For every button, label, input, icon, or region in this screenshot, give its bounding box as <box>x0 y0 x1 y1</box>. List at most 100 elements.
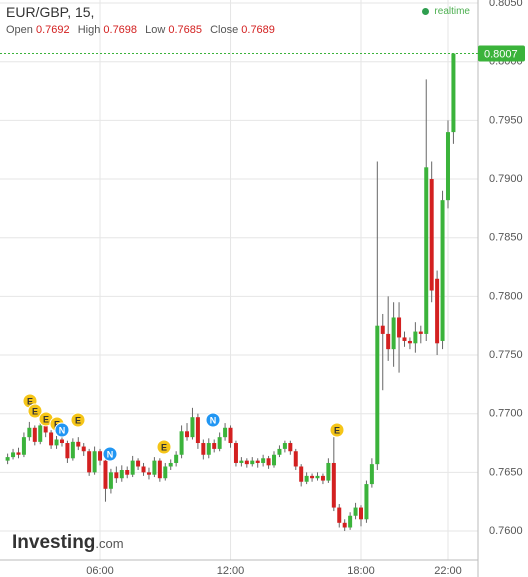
label: Close <box>210 24 239 36</box>
candle-body <box>272 454 277 466</box>
candle-body <box>353 507 358 516</box>
candle-body <box>157 460 162 479</box>
candle-body <box>185 431 190 438</box>
candle-body <box>418 331 423 334</box>
candle-body <box>320 475 325 481</box>
candle-body <box>174 454 179 463</box>
event-label: N <box>210 415 217 425</box>
y-tick-label: 0.7750 <box>489 349 523 361</box>
candle-body <box>445 132 450 201</box>
candle-body <box>21 437 26 455</box>
candle-body <box>38 425 43 442</box>
candle-body <box>5 457 10 461</box>
event-circle <box>70 412 86 428</box>
candle-body <box>54 439 59 446</box>
candle-body <box>49 432 54 446</box>
event-circle <box>54 422 70 438</box>
event-badge: E <box>70 412 86 428</box>
candle-body <box>223 427 228 438</box>
candle-body <box>59 439 64 444</box>
candle-body <box>255 460 260 463</box>
candle-body <box>402 337 407 341</box>
candle-body <box>119 470 124 479</box>
candle-body <box>98 451 103 461</box>
logo-text: Investing <box>12 532 96 553</box>
status: realtime <box>422 6 470 17</box>
y-tick-label: 0.7650 <box>489 466 523 478</box>
event-badge: N <box>54 422 70 438</box>
candle-body <box>375 325 380 465</box>
candle-body <box>380 325 385 334</box>
candle-body <box>146 472 151 475</box>
y-tick-label: 0.7900 <box>489 173 523 185</box>
candle-body <box>141 466 146 473</box>
candle-body <box>233 443 238 463</box>
candle-body <box>250 460 255 465</box>
candle-body <box>440 200 445 341</box>
candle-body <box>11 452 16 458</box>
candle-body <box>125 470 130 475</box>
candle-body <box>76 441 81 447</box>
candle-body <box>32 427 37 442</box>
candle-body <box>359 507 364 520</box>
candle-body <box>386 333 391 350</box>
candle-body <box>190 417 195 438</box>
candle-body <box>70 441 75 459</box>
event-circle <box>205 412 221 428</box>
candle-body <box>163 466 168 479</box>
candle-body <box>136 460 141 467</box>
candle-body <box>244 460 249 465</box>
y-tick-label: 0.8050 <box>489 0 523 9</box>
candle-body <box>261 458 266 463</box>
candle-body <box>299 466 304 482</box>
candle-body <box>315 475 320 479</box>
candle-body <box>326 462 331 481</box>
candle-body <box>27 427 32 438</box>
candle-body <box>413 331 418 344</box>
event-label: E <box>334 425 340 435</box>
x-tick-label: 22:00 <box>434 565 462 577</box>
candle-body <box>87 451 92 473</box>
candle-body <box>43 425 48 433</box>
event-circle <box>156 439 172 455</box>
candle-body <box>277 448 282 455</box>
candle-body <box>114 472 119 479</box>
logo-domain: .com <box>95 536 124 551</box>
x-tick-label: 18:00 <box>347 565 375 577</box>
candle-body <box>331 462 336 508</box>
chart-title: EUR/GBP, 15, <box>6 4 95 20</box>
event-circle <box>329 422 345 438</box>
event-label: N <box>107 449 114 459</box>
candle-body <box>228 427 233 444</box>
label: High <box>77 24 101 36</box>
candle-body <box>293 451 298 467</box>
event-badge: E <box>329 422 345 438</box>
value: 0.7685 <box>168 24 203 36</box>
candle-body <box>397 317 402 338</box>
label: Low <box>145 24 166 36</box>
candle-body <box>342 522 347 528</box>
candle-body <box>168 462 173 467</box>
candle-body <box>288 443 293 452</box>
candle-body <box>212 443 217 449</box>
candle-body <box>429 179 434 291</box>
last-price-label: 0.8007 <box>484 48 518 60</box>
event-badge: E <box>156 439 172 455</box>
event-circle <box>102 446 118 462</box>
candle-body <box>81 446 86 452</box>
candle-body <box>391 317 396 350</box>
candle-body <box>364 484 369 520</box>
value: 0.7689 <box>241 24 275 36</box>
y-tick-label: 0.7600 <box>489 525 523 537</box>
event-label: N <box>59 425 66 435</box>
y-tick-label: 0.7950 <box>489 114 523 126</box>
candle-body <box>179 431 184 455</box>
candle-body <box>239 460 244 463</box>
candle-body <box>435 278 440 344</box>
y-tick-label: 0.7850 <box>489 232 523 244</box>
event-label: E <box>27 396 33 406</box>
x-tick-label: 12:00 <box>217 565 245 577</box>
event-circle <box>27 403 43 419</box>
candle-body <box>217 437 222 449</box>
candle-body <box>310 475 315 479</box>
